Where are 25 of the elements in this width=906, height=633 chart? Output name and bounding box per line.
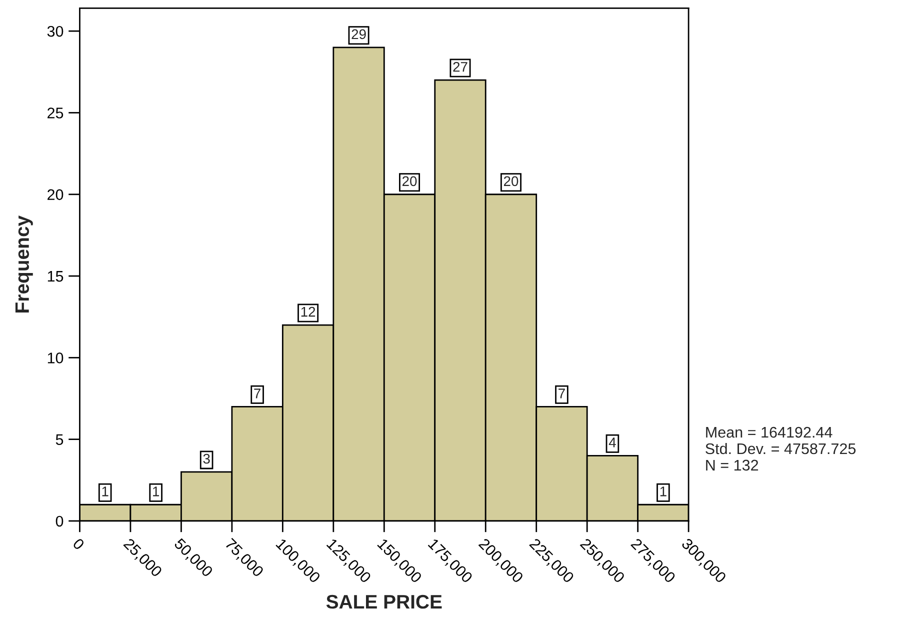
data-label: 20 — [402, 176, 417, 186]
x-axis-title: SALE PRICE — [326, 594, 442, 609]
text: N = 132 — [706, 460, 758, 471]
data-label: 12 — [301, 306, 316, 317]
y-tick-label: 20 — [48, 189, 64, 200]
text: Std. Dev. = 47587.725 — [706, 442, 856, 454]
y-axis-title: Frequency — [15, 216, 33, 312]
y-tick-label: 5 — [56, 434, 64, 445]
data-label: 1 — [660, 486, 666, 496]
y-tick-label: 25 — [48, 108, 64, 118]
data-label: 7 — [558, 388, 565, 398]
data-label: 3 — [203, 454, 210, 464]
data-label: 27 — [453, 62, 468, 72]
y-tick-label: 30 — [47, 26, 64, 37]
y-tick-label: 0 — [56, 516, 64, 527]
data-label: 4 — [608, 438, 616, 448]
data-label: 7 — [254, 388, 260, 398]
y-tick-label: 10 — [48, 352, 64, 364]
x-tick-label: 0 — [72, 538, 86, 550]
y-tick-label: 15 — [48, 271, 64, 282]
data-label: 1 — [153, 486, 160, 496]
data-label: 29 — [352, 29, 366, 40]
text: Mean = 164192.44 — [706, 426, 832, 438]
data-label: 1 — [102, 486, 108, 496]
data-label: 20 — [504, 176, 518, 186]
